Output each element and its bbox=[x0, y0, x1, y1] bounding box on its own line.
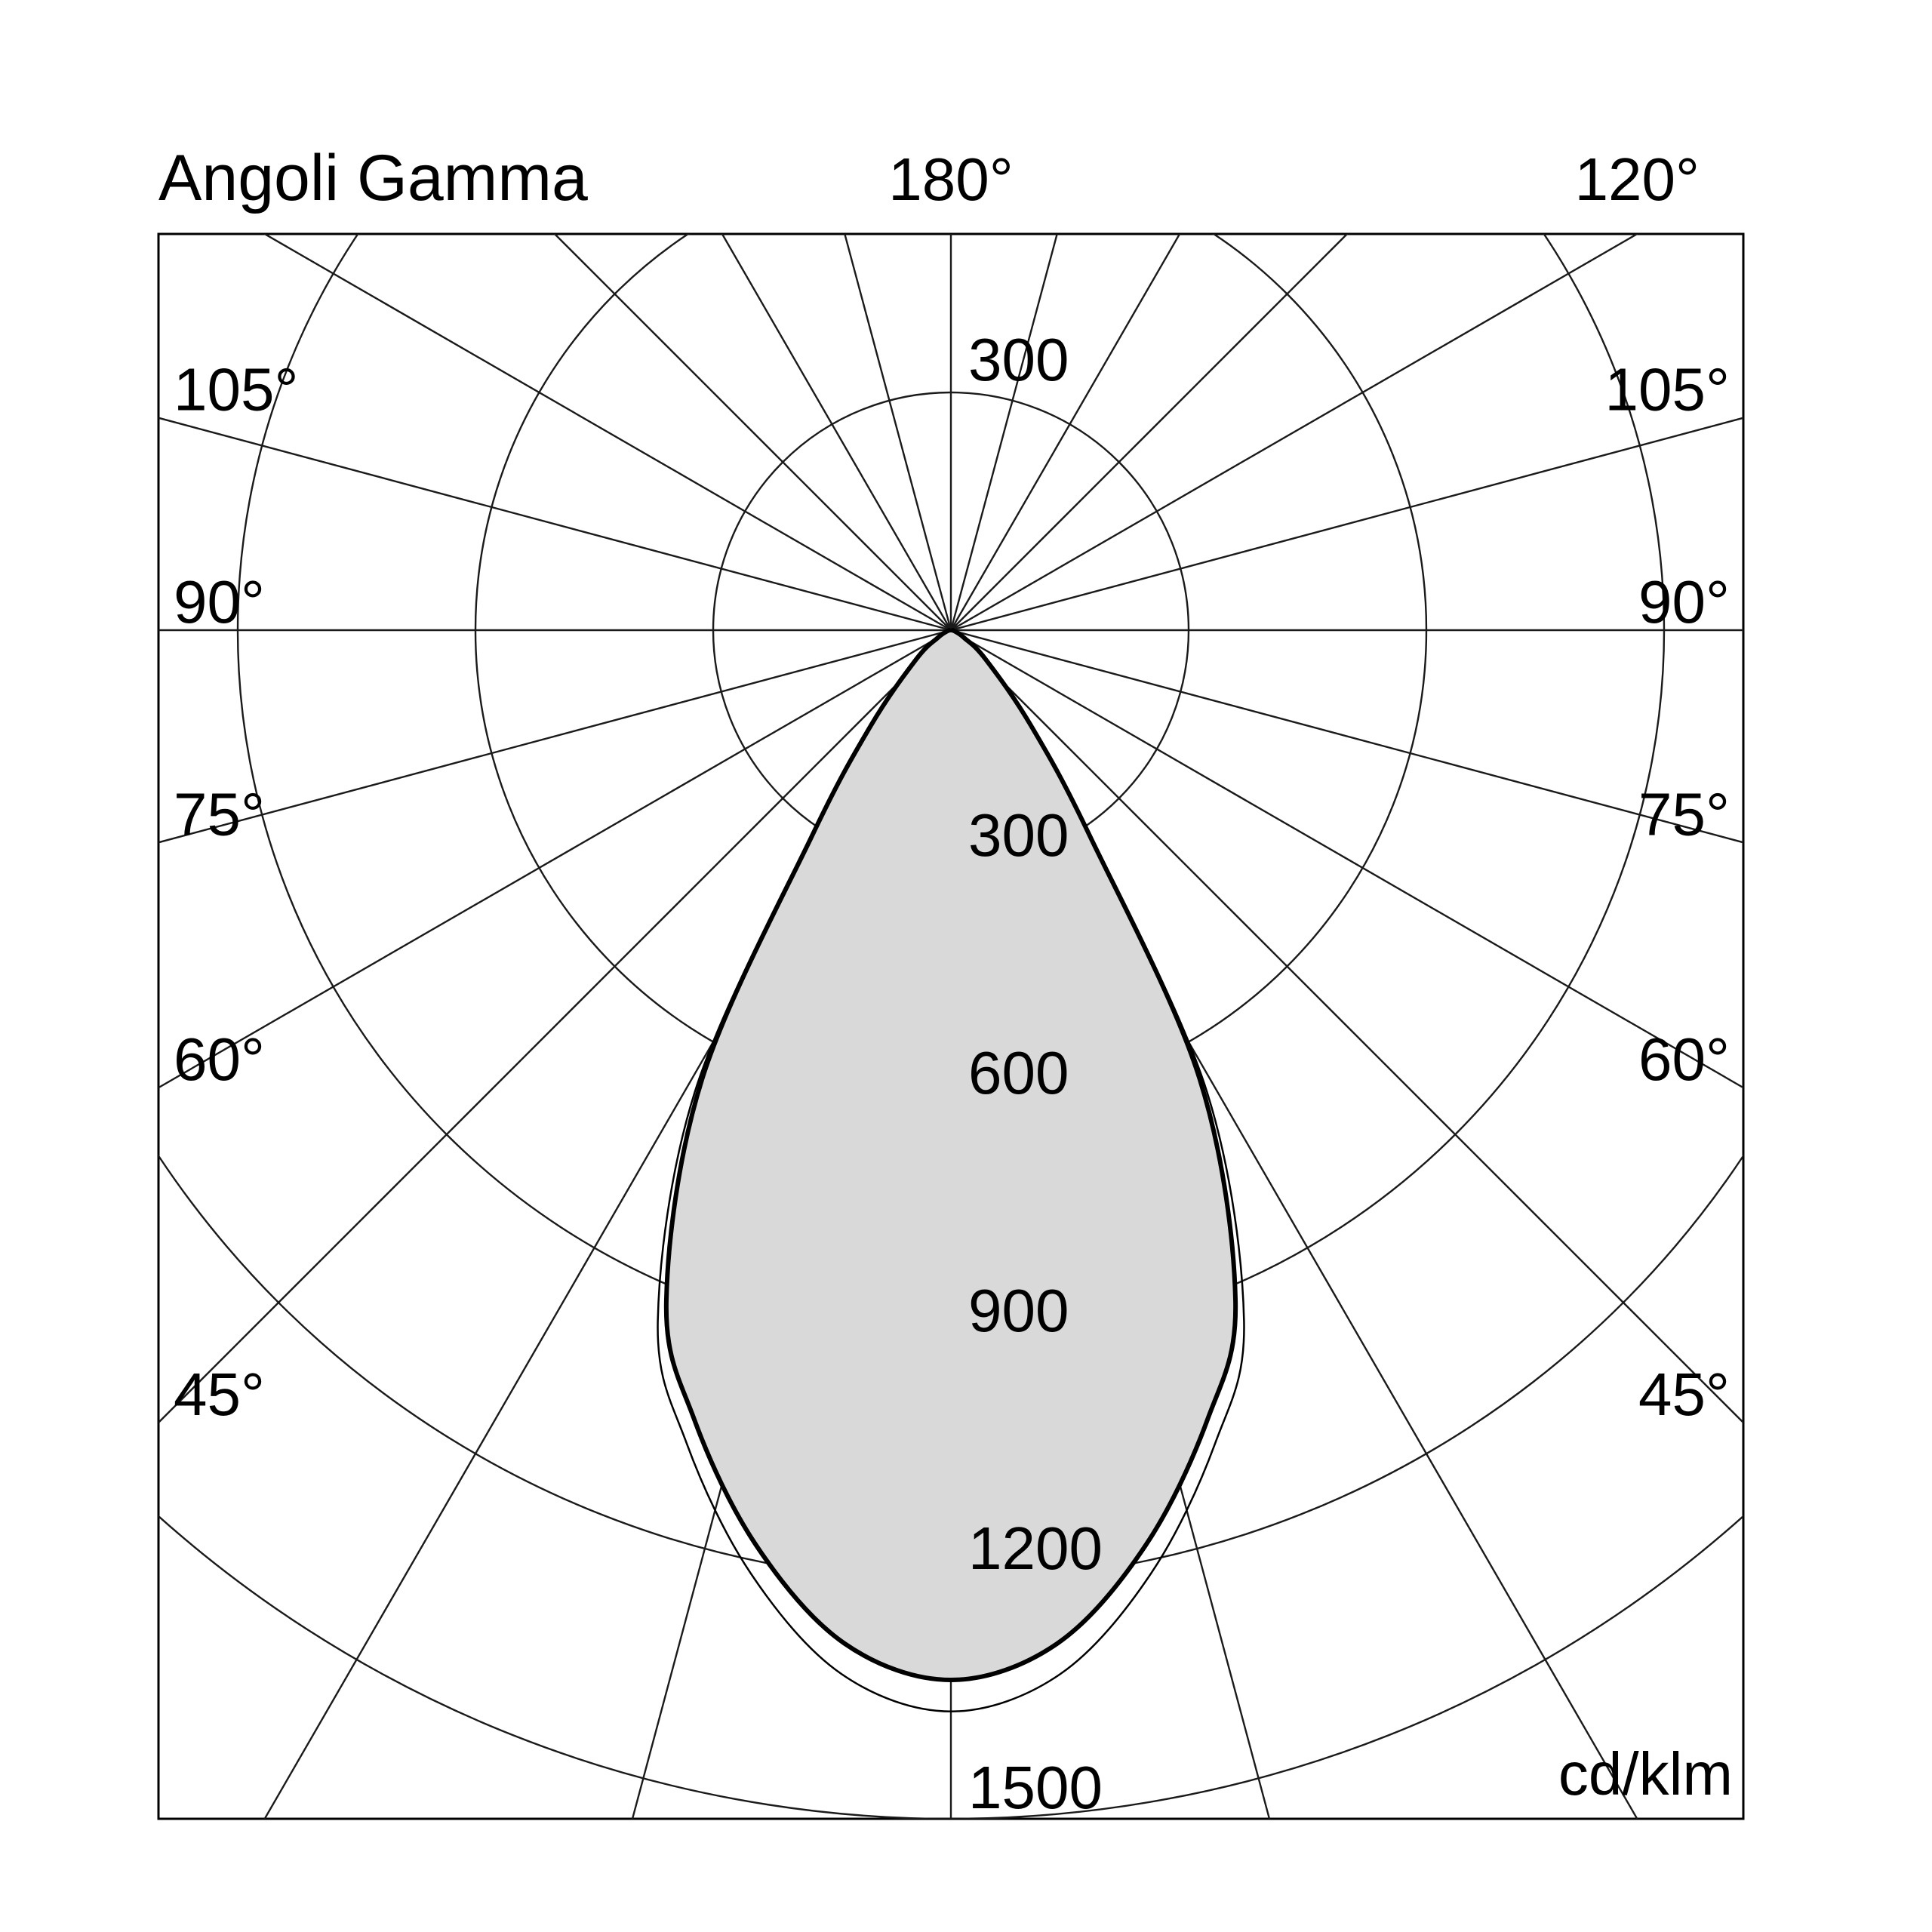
svg-text:45°: 45° bbox=[1638, 1361, 1730, 1428]
svg-text:Angoli Gamma: Angoli Gamma bbox=[158, 142, 588, 214]
svg-text:300: 300 bbox=[968, 801, 1069, 869]
svg-text:45°: 45° bbox=[174, 1361, 265, 1428]
svg-text:600: 600 bbox=[968, 1039, 1069, 1106]
svg-text:60°: 60° bbox=[1638, 1026, 1730, 1093]
svg-text:180°: 180° bbox=[888, 146, 1013, 213]
svg-text:75°: 75° bbox=[174, 780, 265, 848]
svg-text:60°: 60° bbox=[174, 1026, 265, 1093]
svg-text:90°: 90° bbox=[1638, 568, 1730, 635]
svg-text:cd/klm: cd/klm bbox=[1558, 1740, 1733, 1807]
svg-text:105°: 105° bbox=[174, 356, 298, 423]
svg-text:120°: 120° bbox=[1575, 146, 1700, 213]
svg-text:300: 300 bbox=[968, 326, 1069, 393]
svg-text:900: 900 bbox=[968, 1277, 1069, 1344]
svg-text:1500: 1500 bbox=[968, 1754, 1103, 1821]
svg-text:105°: 105° bbox=[1605, 356, 1730, 423]
svg-text:90°: 90° bbox=[174, 568, 265, 635]
svg-text:75°: 75° bbox=[1638, 780, 1730, 848]
svg-text:1200: 1200 bbox=[968, 1515, 1103, 1582]
